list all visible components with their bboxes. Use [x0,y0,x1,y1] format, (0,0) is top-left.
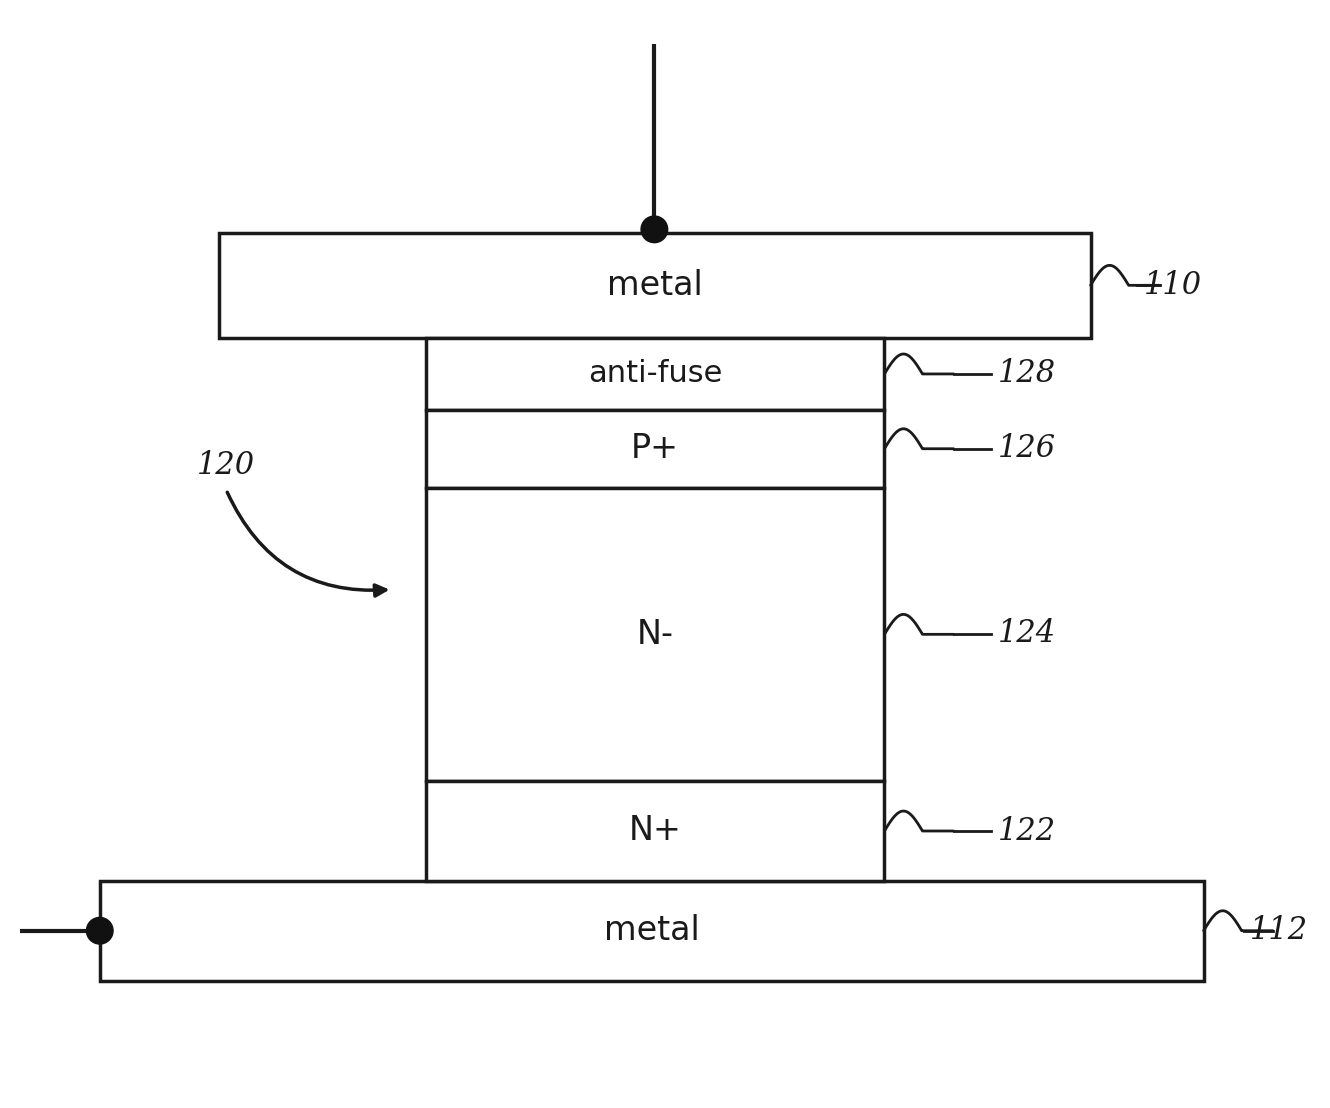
Text: 126: 126 [998,433,1056,464]
Ellipse shape [86,917,113,944]
Text: 112: 112 [1250,915,1309,946]
Bar [426,338,884,410]
Bar [100,881,1204,981]
Text: 120: 120 [197,450,255,481]
Bar [426,488,884,781]
Text: metal: metal [604,914,700,947]
Bar [219,233,1091,338]
Text: anti-fuse: anti-fuse [588,359,722,389]
Text: 124: 124 [998,618,1056,649]
Text: P+: P+ [630,432,680,465]
Text: 128: 128 [998,358,1056,389]
Text: N+: N+ [629,814,681,848]
Ellipse shape [641,216,668,243]
Bar [426,781,884,881]
Text: N-: N- [637,618,673,650]
Bar [426,410,884,488]
Text: 122: 122 [998,815,1056,847]
Text: 110: 110 [1144,270,1202,301]
Text: metal: metal [608,269,702,301]
